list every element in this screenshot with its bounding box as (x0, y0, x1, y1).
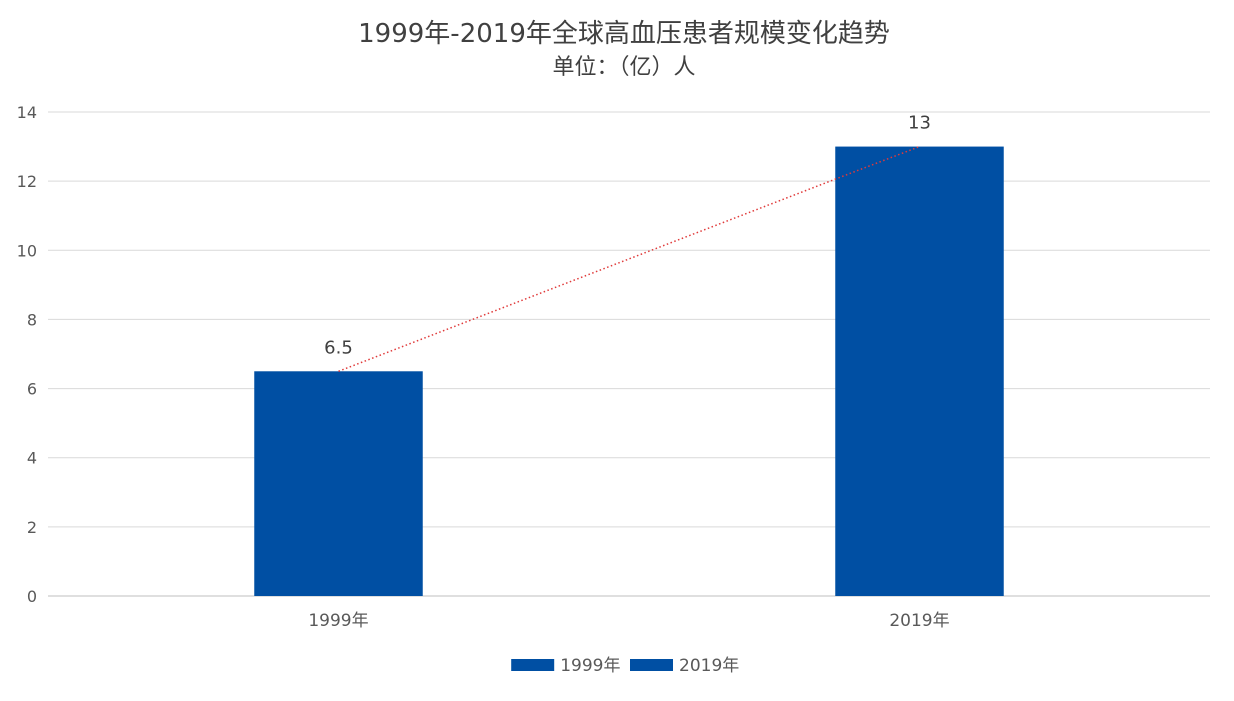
legend-entry: 2019年 (679, 656, 739, 676)
x-tick-label: 2019年 (889, 611, 949, 631)
legend: 1999年 2019年 (511, 656, 739, 676)
bars (254, 146, 1004, 597)
y-tick-label: 6 (27, 380, 37, 399)
y-tick-label: 14 (17, 103, 37, 122)
chart-title: 1999年-2019年全球高血压患者规模变化趋势 (358, 19, 890, 49)
data-label: 6.5 (324, 337, 353, 358)
y-tick-label: 12 (17, 172, 37, 191)
y-tick-label: 0 (27, 587, 37, 606)
trendline (338, 145, 920, 372)
bar-1 (254, 371, 423, 596)
bar-2 (835, 146, 1004, 597)
y-tick-label: 10 (17, 241, 37, 260)
y-tick-label: 2 (27, 518, 37, 537)
y-tick-label: 4 (27, 449, 37, 468)
legend-swatch (511, 659, 555, 671)
y-axis-tick-labels: 0 2 4 6 8 10 12 14 (17, 103, 37, 606)
x-tick-label: 1999年 (308, 611, 368, 631)
x-axis-tick-labels: 1999年 2019年 (308, 611, 949, 631)
legend-entry: 1999年 (560, 656, 620, 676)
data-label: 13 (908, 113, 931, 134)
trendline-layer (338, 145, 920, 372)
chart-subtitle: 单位：（亿）人 (552, 55, 695, 80)
y-tick-label: 8 (27, 310, 37, 329)
data-labels: 6.5 13 (324, 113, 931, 359)
gridlines (48, 111, 1210, 597)
legend-swatch (630, 659, 673, 671)
